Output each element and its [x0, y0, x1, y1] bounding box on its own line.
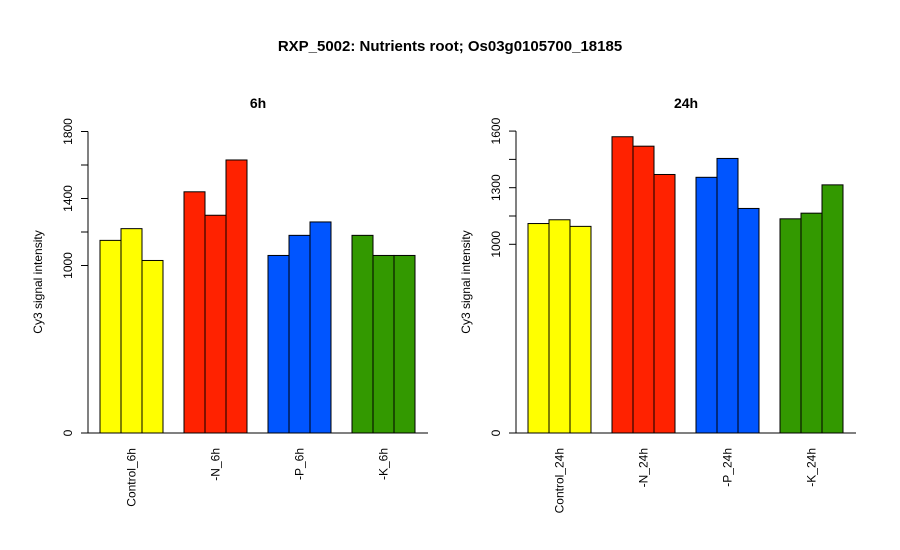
bar	[120, 228, 143, 434]
bar	[372, 254, 395, 434]
y-tick-label: 1000	[61, 252, 75, 279]
x-category-label: -P_24h	[721, 448, 735, 487]
bar	[800, 212, 823, 434]
panel-title: 24h	[674, 95, 698, 111]
bar	[779, 218, 802, 434]
y-axis-label: Cy3 signal intensity	[31, 230, 45, 333]
bar	[141, 259, 164, 434]
panel-1: 6h Cy3 signal intensity 0 1000 1400 1800 Contr…	[31, 95, 428, 507]
y-tick-label: 1400	[61, 185, 75, 212]
y-tick-label: 1300	[489, 174, 503, 201]
bar	[569, 225, 592, 434]
bar	[183, 191, 206, 434]
bar	[267, 254, 290, 434]
bar	[225, 159, 248, 434]
main-title: RXP_5002: Nutrients root; Os03g0105700_1…	[277, 38, 623, 55]
bar	[653, 173, 676, 434]
bar	[821, 184, 844, 434]
bar	[309, 221, 332, 434]
bar	[527, 223, 550, 434]
y-tick-label: 1600	[489, 117, 503, 144]
bar	[737, 207, 760, 434]
panel-title: 6h	[250, 95, 266, 111]
y-axis-label: Cy3 signal intensity	[459, 230, 473, 333]
bar	[632, 145, 655, 434]
bar	[548, 219, 571, 434]
x-category-label: -N_24h	[637, 448, 651, 487]
y-tick-label: 0	[61, 429, 75, 436]
y-tick-label: 1800	[61, 118, 75, 145]
bar	[351, 234, 374, 434]
y-tick-label: 1000	[489, 231, 503, 258]
x-category-label: -K_6h	[377, 448, 391, 480]
x-category-label: -N_6h	[209, 448, 223, 481]
bar	[99, 239, 122, 434]
bar	[611, 136, 634, 434]
x-category-label: Control_6h	[125, 448, 139, 507]
x-category-label: Control_24h	[553, 448, 567, 513]
panel-2: 24h Cy3 signal intensity 0 1000 1300 1600 Cont…	[459, 95, 856, 513]
y-tick-label: 0	[489, 429, 503, 436]
bar	[393, 254, 416, 434]
bar	[288, 234, 311, 434]
bar	[695, 176, 718, 434]
x-category-label: -K_24h	[805, 448, 819, 487]
bar	[204, 214, 227, 434]
bar	[716, 157, 739, 434]
x-category-label: -P_6h	[293, 448, 307, 480]
